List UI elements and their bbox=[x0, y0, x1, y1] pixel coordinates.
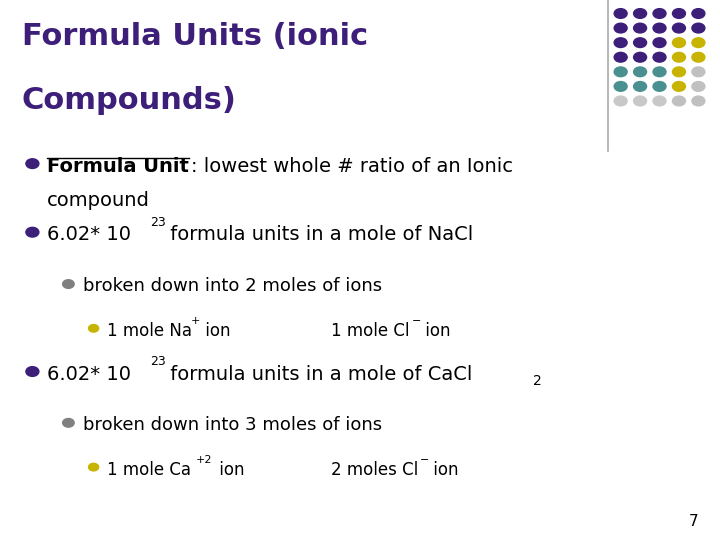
Text: −: − bbox=[412, 316, 421, 327]
Circle shape bbox=[634, 38, 647, 48]
Circle shape bbox=[26, 367, 39, 376]
Circle shape bbox=[614, 67, 627, 77]
Text: Formula Unit: Formula Unit bbox=[47, 157, 189, 176]
Circle shape bbox=[26, 159, 39, 168]
Text: 7: 7 bbox=[689, 514, 698, 529]
Circle shape bbox=[672, 38, 685, 48]
Circle shape bbox=[89, 463, 99, 471]
Circle shape bbox=[653, 38, 666, 48]
Text: −: − bbox=[420, 455, 429, 465]
Circle shape bbox=[614, 82, 627, 91]
Circle shape bbox=[692, 23, 705, 33]
Text: 23: 23 bbox=[150, 355, 166, 368]
Circle shape bbox=[634, 23, 647, 33]
Circle shape bbox=[653, 96, 666, 106]
Circle shape bbox=[634, 9, 647, 18]
Text: 6.02* 10: 6.02* 10 bbox=[47, 364, 131, 383]
Text: ion: ion bbox=[428, 461, 459, 478]
Text: Compounds): Compounds) bbox=[22, 86, 236, 116]
Text: broken down into 2 moles of ions: broken down into 2 moles of ions bbox=[83, 277, 382, 295]
Circle shape bbox=[692, 52, 705, 62]
Circle shape bbox=[672, 9, 685, 18]
Circle shape bbox=[672, 96, 685, 106]
Text: +: + bbox=[191, 316, 200, 327]
Text: formula units in a mole of NaCl: formula units in a mole of NaCl bbox=[164, 225, 474, 244]
Circle shape bbox=[653, 23, 666, 33]
Circle shape bbox=[63, 418, 74, 427]
Text: 6.02* 10: 6.02* 10 bbox=[47, 225, 131, 244]
Circle shape bbox=[614, 96, 627, 106]
Text: : lowest whole # ratio of an Ionic: : lowest whole # ratio of an Ionic bbox=[191, 157, 513, 176]
Circle shape bbox=[63, 280, 74, 288]
Circle shape bbox=[692, 38, 705, 48]
Circle shape bbox=[89, 325, 99, 332]
Circle shape bbox=[672, 67, 685, 77]
Circle shape bbox=[692, 9, 705, 18]
Circle shape bbox=[614, 38, 627, 48]
Text: +2: +2 bbox=[196, 455, 212, 465]
Circle shape bbox=[634, 82, 647, 91]
Text: 1 mole Ca: 1 mole Ca bbox=[107, 461, 191, 478]
Circle shape bbox=[614, 9, 627, 18]
Text: broken down into 3 moles of ions: broken down into 3 moles of ions bbox=[83, 416, 382, 434]
Text: Formula Units (ionic: Formula Units (ionic bbox=[22, 22, 368, 51]
Circle shape bbox=[614, 23, 627, 33]
Text: ion: ion bbox=[420, 322, 451, 340]
Circle shape bbox=[653, 67, 666, 77]
Circle shape bbox=[614, 52, 627, 62]
Circle shape bbox=[692, 67, 705, 77]
Text: formula units in a mole of CaCl: formula units in a mole of CaCl bbox=[164, 364, 472, 383]
Text: 2 moles Cl: 2 moles Cl bbox=[331, 461, 418, 478]
Circle shape bbox=[634, 52, 647, 62]
Text: 1 mole Cl: 1 mole Cl bbox=[331, 322, 410, 340]
Circle shape bbox=[653, 82, 666, 91]
Text: 1 mole Na: 1 mole Na bbox=[107, 322, 192, 340]
Circle shape bbox=[672, 52, 685, 62]
Text: 2: 2 bbox=[533, 374, 541, 388]
Circle shape bbox=[692, 96, 705, 106]
Text: ion: ion bbox=[214, 461, 244, 478]
Circle shape bbox=[653, 9, 666, 18]
Circle shape bbox=[653, 52, 666, 62]
Text: 23: 23 bbox=[150, 216, 166, 229]
Circle shape bbox=[672, 82, 685, 91]
Text: ion: ion bbox=[200, 322, 230, 340]
Circle shape bbox=[692, 82, 705, 91]
Circle shape bbox=[26, 227, 39, 237]
Circle shape bbox=[634, 67, 647, 77]
Circle shape bbox=[634, 96, 647, 106]
Text: compound: compound bbox=[47, 191, 150, 210]
Circle shape bbox=[672, 23, 685, 33]
